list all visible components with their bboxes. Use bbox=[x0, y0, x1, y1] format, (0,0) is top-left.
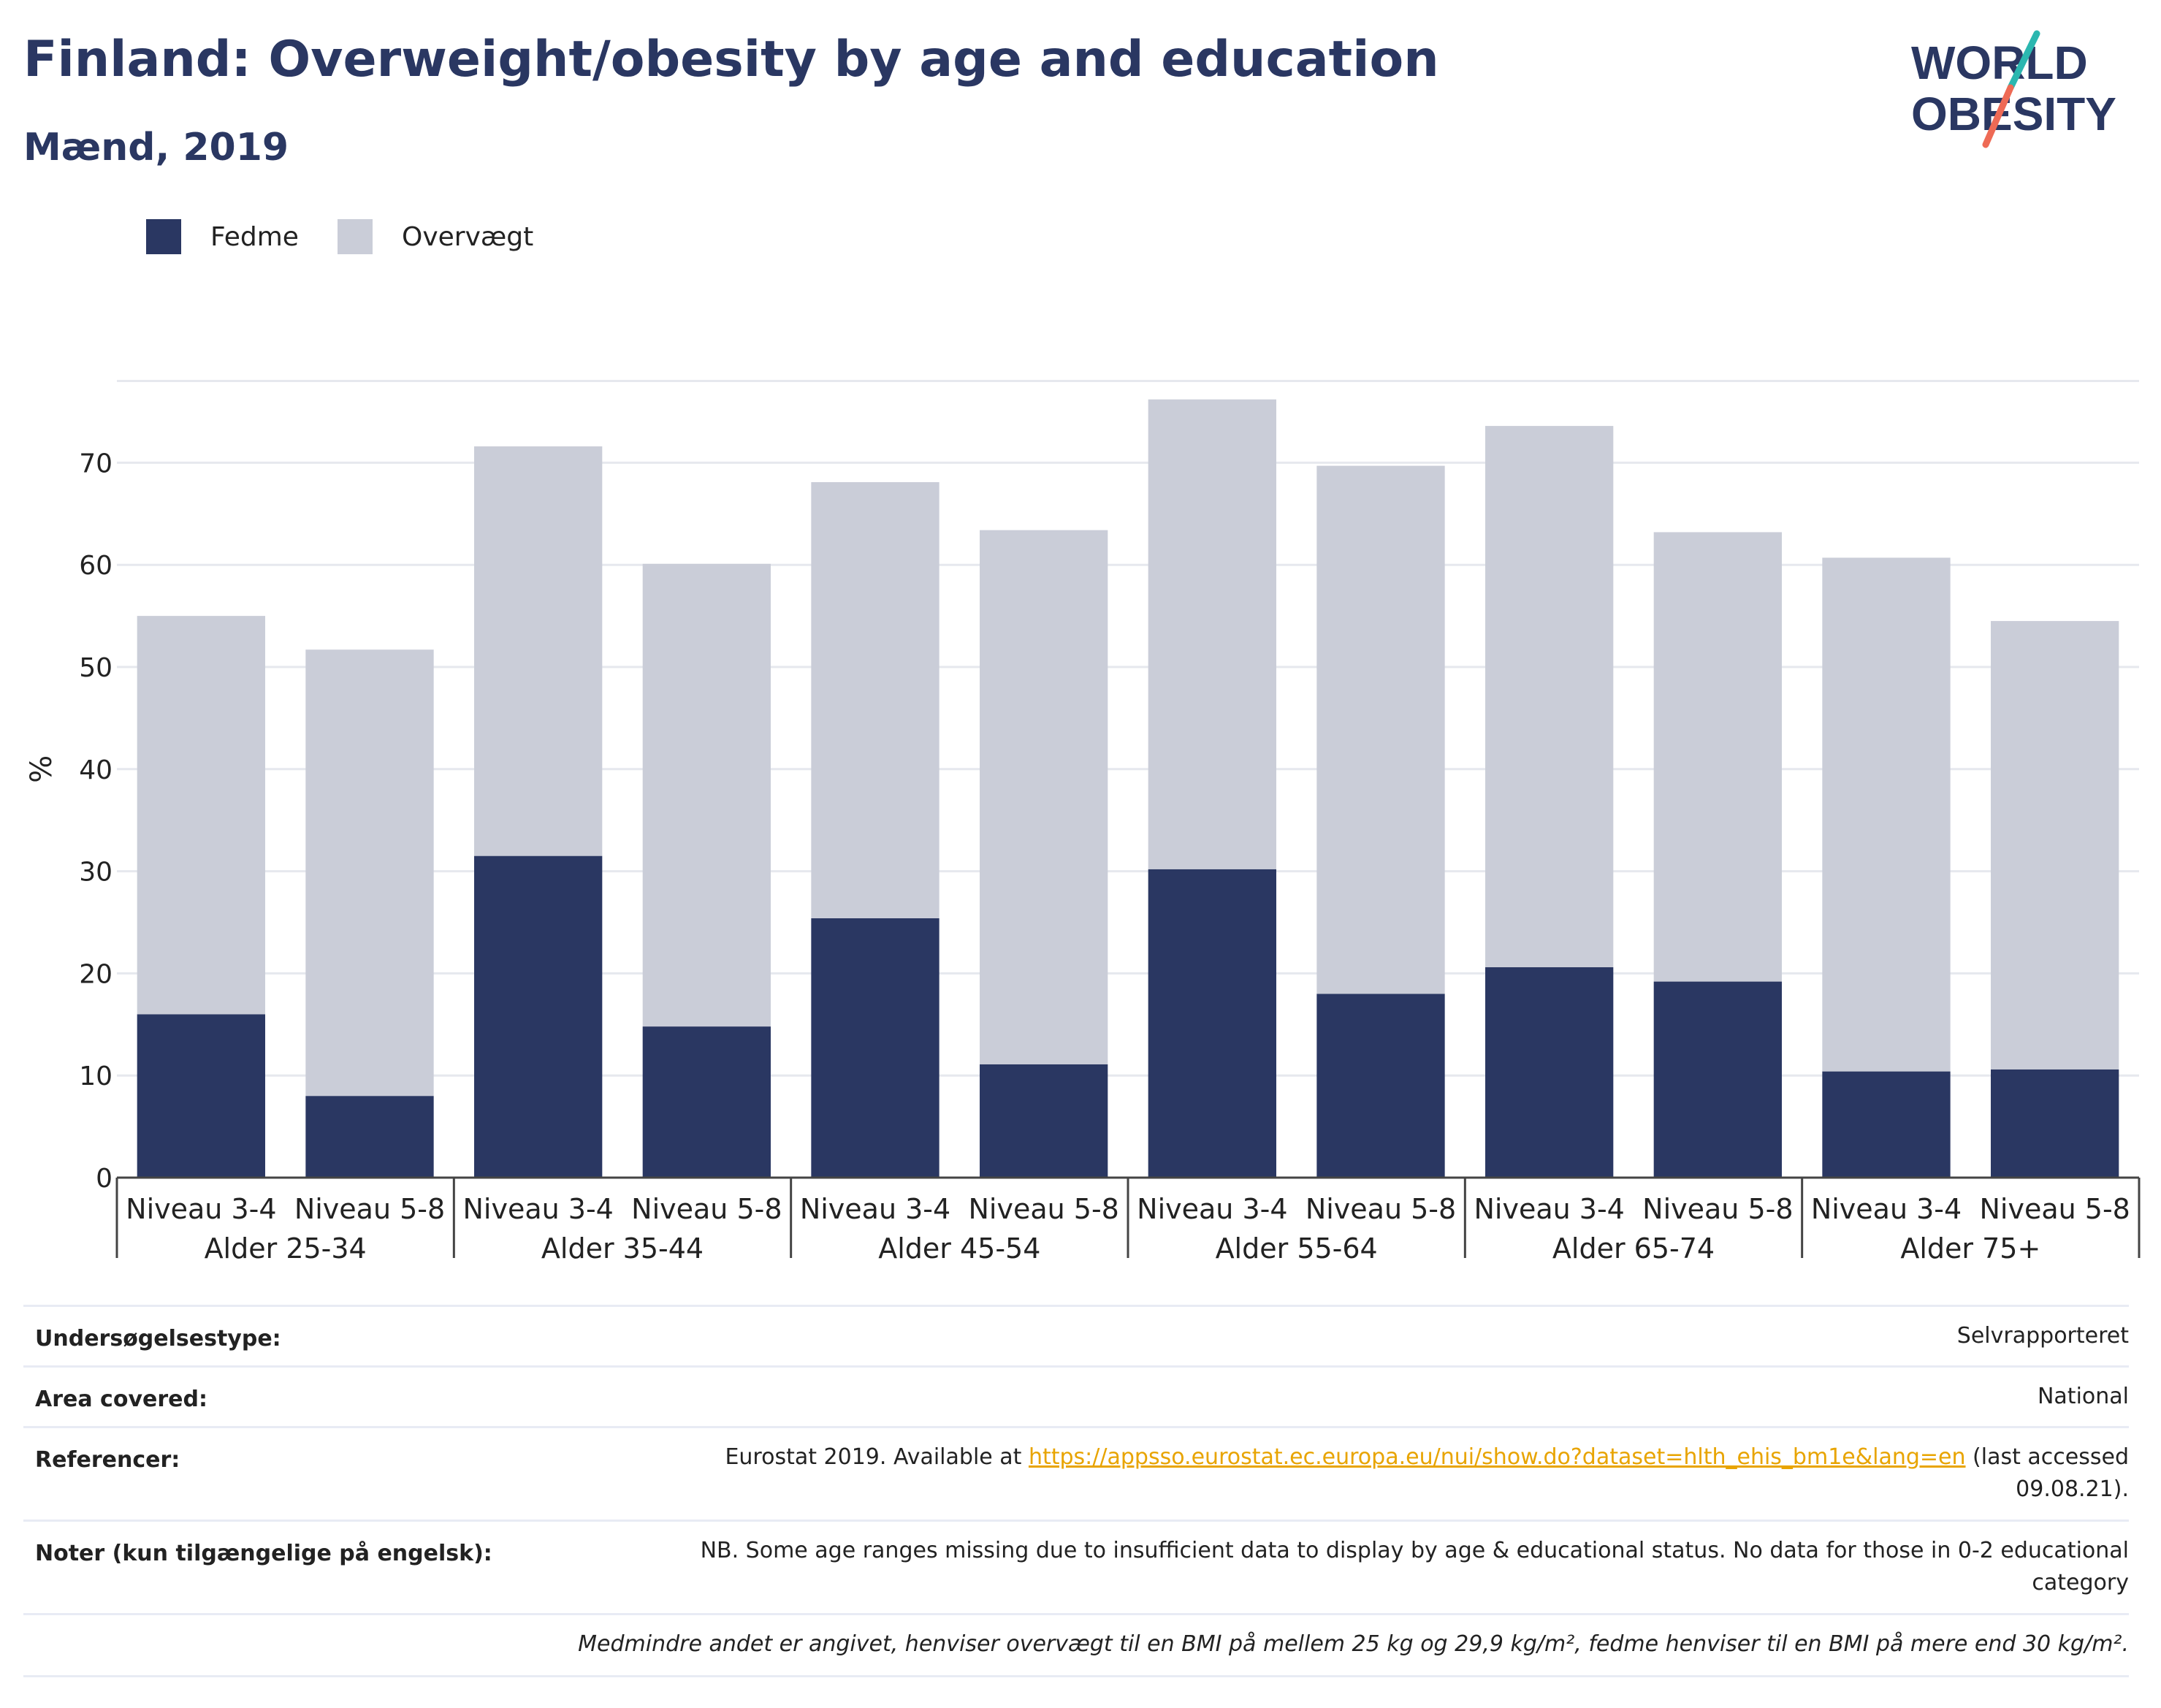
bar-overvaegt bbox=[1991, 621, 2119, 1070]
meta-notes-label: Noter (kun tilgængelige på engelsk): bbox=[35, 1541, 492, 1566]
meta-references-label: Referencer: bbox=[35, 1447, 180, 1473]
legend-label-fedme: Fedme bbox=[210, 221, 299, 252]
bar-overvaegt bbox=[137, 616, 265, 1015]
meta-references-value: Eurostat 2019. Available at https://apps… bbox=[725, 1441, 2129, 1506]
group-label: Alder 65-74 bbox=[1552, 1232, 1715, 1265]
x-tick-label: Niveau 3-4 bbox=[1474, 1193, 1624, 1225]
bar-fedme bbox=[1822, 1071, 1951, 1178]
chart-title: Finland: Overweight/obesity by age and e… bbox=[23, 31, 1439, 88]
group-label: Alder 75+ bbox=[1900, 1232, 2040, 1265]
meta-survey-value: Selvrapporteret bbox=[1956, 1323, 2129, 1349]
bar-fedme bbox=[137, 1014, 265, 1178]
meta-area-value: National bbox=[2037, 1384, 2129, 1409]
x-tick-label: Niveau 3-4 bbox=[1137, 1193, 1287, 1225]
group-label: Alder 35-44 bbox=[541, 1232, 704, 1265]
y-tick-label: 30 bbox=[79, 858, 113, 888]
bar-fedme bbox=[811, 918, 940, 1178]
chart-subtitle: Mænd, 2019 bbox=[23, 126, 289, 169]
x-tick-label: Niveau 5-8 bbox=[1642, 1193, 1793, 1225]
legend-label-overvaegt: Overvægt bbox=[402, 221, 534, 252]
logo-slash-teal bbox=[2007, 30, 2040, 91]
y-tick-label: 0 bbox=[96, 1164, 113, 1194]
y-tick-label: 60 bbox=[79, 551, 113, 581]
logo-word-world: WORLD bbox=[1911, 37, 2088, 89]
group-label: Alder 45-54 bbox=[878, 1232, 1040, 1265]
world-obesity-logo[interactable]: WORLD OBESITY bbox=[1899, 29, 2148, 153]
x-tick-label: Niveau 5-8 bbox=[294, 1193, 445, 1225]
legend-swatch-overvaegt bbox=[338, 219, 373, 254]
meta-row-area: Area covered: National bbox=[23, 1365, 2129, 1426]
y-tick-label: 20 bbox=[79, 959, 113, 989]
meta-references-suffix: (last accessed bbox=[1965, 1444, 2129, 1470]
bar-overvaegt bbox=[1316, 465, 1445, 994]
metadata-table: Undersøgelsestype: Selvrapporteret Area … bbox=[23, 1305, 2129, 1677]
x-tick-label: Niveau 5-8 bbox=[968, 1193, 1118, 1225]
bar-fedme bbox=[1653, 981, 1782, 1178]
bar-overvaegt bbox=[474, 446, 603, 856]
bar-overvaegt bbox=[1485, 426, 1614, 968]
logo-word-obesity: OBESITY bbox=[1911, 88, 2116, 140]
meta-survey-label: Undersøgelsestype: bbox=[35, 1326, 281, 1351]
legend-item-fedme[interactable]: Fedme bbox=[146, 219, 299, 254]
y-tick-label: 70 bbox=[79, 449, 113, 479]
meta-row-survey: Undersøgelsestype: Selvrapporteret bbox=[23, 1305, 2129, 1365]
group-label: Alder 55-64 bbox=[1216, 1232, 1378, 1265]
x-tick-label: Niveau 3-4 bbox=[126, 1193, 276, 1225]
legend-item-overvaegt[interactable]: Overvægt bbox=[338, 219, 533, 254]
x-tick-label: Niveau 5-8 bbox=[631, 1193, 782, 1225]
legend-swatch-fedme bbox=[146, 219, 181, 254]
bar-fedme bbox=[642, 1026, 771, 1178]
bar-fedme bbox=[980, 1064, 1108, 1178]
meta-area-label: Area covered: bbox=[35, 1387, 207, 1412]
bar-fedme bbox=[1485, 967, 1614, 1178]
group-label: Alder 25-34 bbox=[205, 1232, 367, 1265]
stacked-bar-chart: 0 10 20 30 40 50 60 70% Niveau 3-4 Niveau 5-8 Nive… bbox=[25, 380, 2141, 1265]
y-axis-label: % bbox=[25, 755, 58, 783]
bar-overvaegt bbox=[811, 481, 940, 918]
bar-overvaegt bbox=[1822, 557, 1951, 1072]
bar-fedme bbox=[474, 855, 603, 1178]
bar-overvaegt bbox=[642, 563, 771, 1027]
bar-overvaegt bbox=[980, 530, 1108, 1064]
meta-references-date: 09.08.21). bbox=[2016, 1476, 2129, 1502]
meta-row-notes: Noter (kun tilgængelige på engelsk): NB.… bbox=[23, 1520, 2129, 1613]
bar-overvaegt bbox=[1148, 399, 1276, 869]
meta-notes-line1: NB. Some age ranges missing due to insuf… bbox=[700, 1538, 2129, 1563]
meta-row-references: Referencer: Eurostat 2019. Available at … bbox=[23, 1426, 2129, 1520]
meta-row-footnote: Medmindre andet er angivet, henviser ove… bbox=[23, 1613, 2129, 1677]
meta-references-prefix: Eurostat 2019. Available at bbox=[725, 1444, 1029, 1470]
x-tick-label: Niveau 5-8 bbox=[1306, 1193, 1456, 1225]
x-tick-label: Niveau 5-8 bbox=[1979, 1193, 2130, 1225]
bar-overvaegt bbox=[305, 649, 434, 1097]
eurostat-link[interactable]: https://appsso.eurostat.ec.europa.eu/nui… bbox=[1028, 1444, 1966, 1470]
x-tick-label: Niveau 3-4 bbox=[1811, 1193, 1962, 1225]
footnote: Medmindre andet er angivet, henviser ove… bbox=[578, 1631, 2129, 1657]
bar-fedme bbox=[1316, 994, 1445, 1178]
y-tick-label: 50 bbox=[79, 653, 113, 683]
x-tick-label: Niveau 3-4 bbox=[462, 1193, 613, 1225]
bar-overvaegt bbox=[1653, 532, 1782, 982]
y-tick-label: 40 bbox=[79, 755, 113, 785]
x-tick-label: Niveau 3-4 bbox=[800, 1193, 950, 1225]
bar-fedme bbox=[305, 1096, 434, 1178]
logo-slash-coral bbox=[1982, 84, 2014, 148]
bar-fedme bbox=[1991, 1069, 2119, 1178]
meta-references-line1: Eurostat 2019. Available at https://apps… bbox=[725, 1441, 2129, 1473]
meta-notes-line2: category bbox=[2032, 1570, 2129, 1595]
y-tick-label: 10 bbox=[79, 1061, 113, 1091]
bar-fedme bbox=[1148, 869, 1276, 1178]
meta-notes-value: NB. Some age ranges missing due to insuf… bbox=[701, 1535, 2129, 1599]
